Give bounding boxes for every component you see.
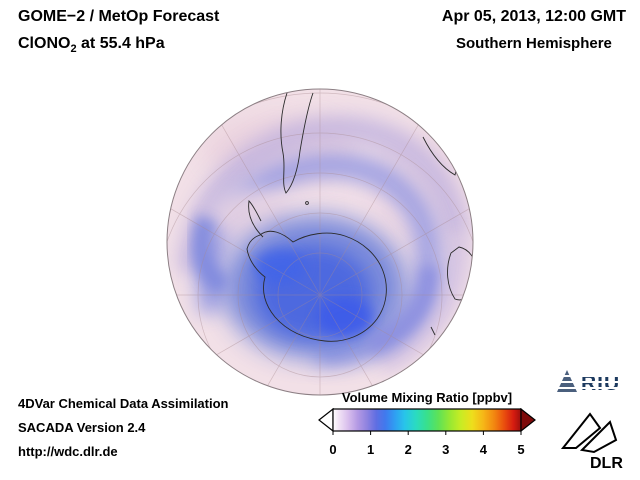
graticule [167, 89, 473, 395]
colorbar-tick-label-0: 0 [329, 442, 337, 457]
colorbar-underflow-arrow [318, 407, 334, 433]
globe-rim [166, 88, 474, 396]
colorbar-tick-label-1: 1 [366, 442, 375, 457]
species-name: ClONO [18, 35, 71, 52]
riu-logo-text: RIU [581, 372, 620, 395]
colorbar-tick-label-3: 3 [442, 442, 450, 457]
antarctica-outline [246, 230, 387, 342]
colorbar-tick-label-4: 4 [479, 442, 488, 457]
credits-block: 4DVar Chemical Data Assimilation SACADA … [18, 392, 229, 464]
hemisphere-label: Southern Hemisphere [456, 35, 612, 52]
colorbar-gradient [332, 408, 522, 432]
pressure-level: at 55.4 hPa [76, 35, 165, 52]
riu-logo: RIU [554, 367, 632, 397]
falkland-islands-outline [305, 201, 309, 205]
species-subscript: 2 [70, 43, 77, 56]
south-america-outline [280, 92, 314, 194]
forecast-datetime: Apr 05, 2013, 12:00 GMT [441, 8, 626, 25]
datetime-block: Apr 05, 2013, 12:00 GMT Southern Hemisph… [442, 8, 626, 52]
colorbar-tick-labels: 0 1 2 3 4 5 [318, 442, 536, 458]
dlr-logo: DLR [560, 404, 628, 474]
plot-title-block: GOME−2 / MetOp Forecast ClONO2 at 55.4 h… [18, 8, 219, 55]
colorbar-tick-label-5: 5 [517, 442, 525, 457]
antarctic-peninsula-outline [248, 200, 264, 238]
website-url: http://wdc.dlr.de [18, 444, 118, 459]
clono2-field [167, 89, 473, 395]
hemisphere-globe [166, 88, 474, 396]
colorbar-tick-label-2: 2 [404, 442, 412, 457]
species-level-title: ClONO2 at 55.4 hPa [18, 35, 219, 55]
product-title: GOME−2 / MetOp Forecast [18, 8, 220, 25]
dlr-logo-text: DLR [590, 455, 623, 472]
colorbar-title: Volume Mixing Ratio [ppbv] [341, 390, 513, 405]
colorbar-scale [318, 407, 536, 435]
colorbar-overflow-arrow [520, 407, 536, 433]
dlr-logo-emblem-icon [560, 412, 602, 449]
colorbar-tick-marks [332, 431, 522, 435]
version-label: SACADA Version 2.4 [18, 420, 146, 435]
colorbar: Volume Mixing Ratio [ppbv] [318, 390, 536, 458]
assimilation-label: 4DVar Chemical Data Assimilation [18, 396, 229, 411]
dlr-logo-emblem2-icon [579, 420, 618, 454]
hemisphere-map [165, 87, 475, 397]
